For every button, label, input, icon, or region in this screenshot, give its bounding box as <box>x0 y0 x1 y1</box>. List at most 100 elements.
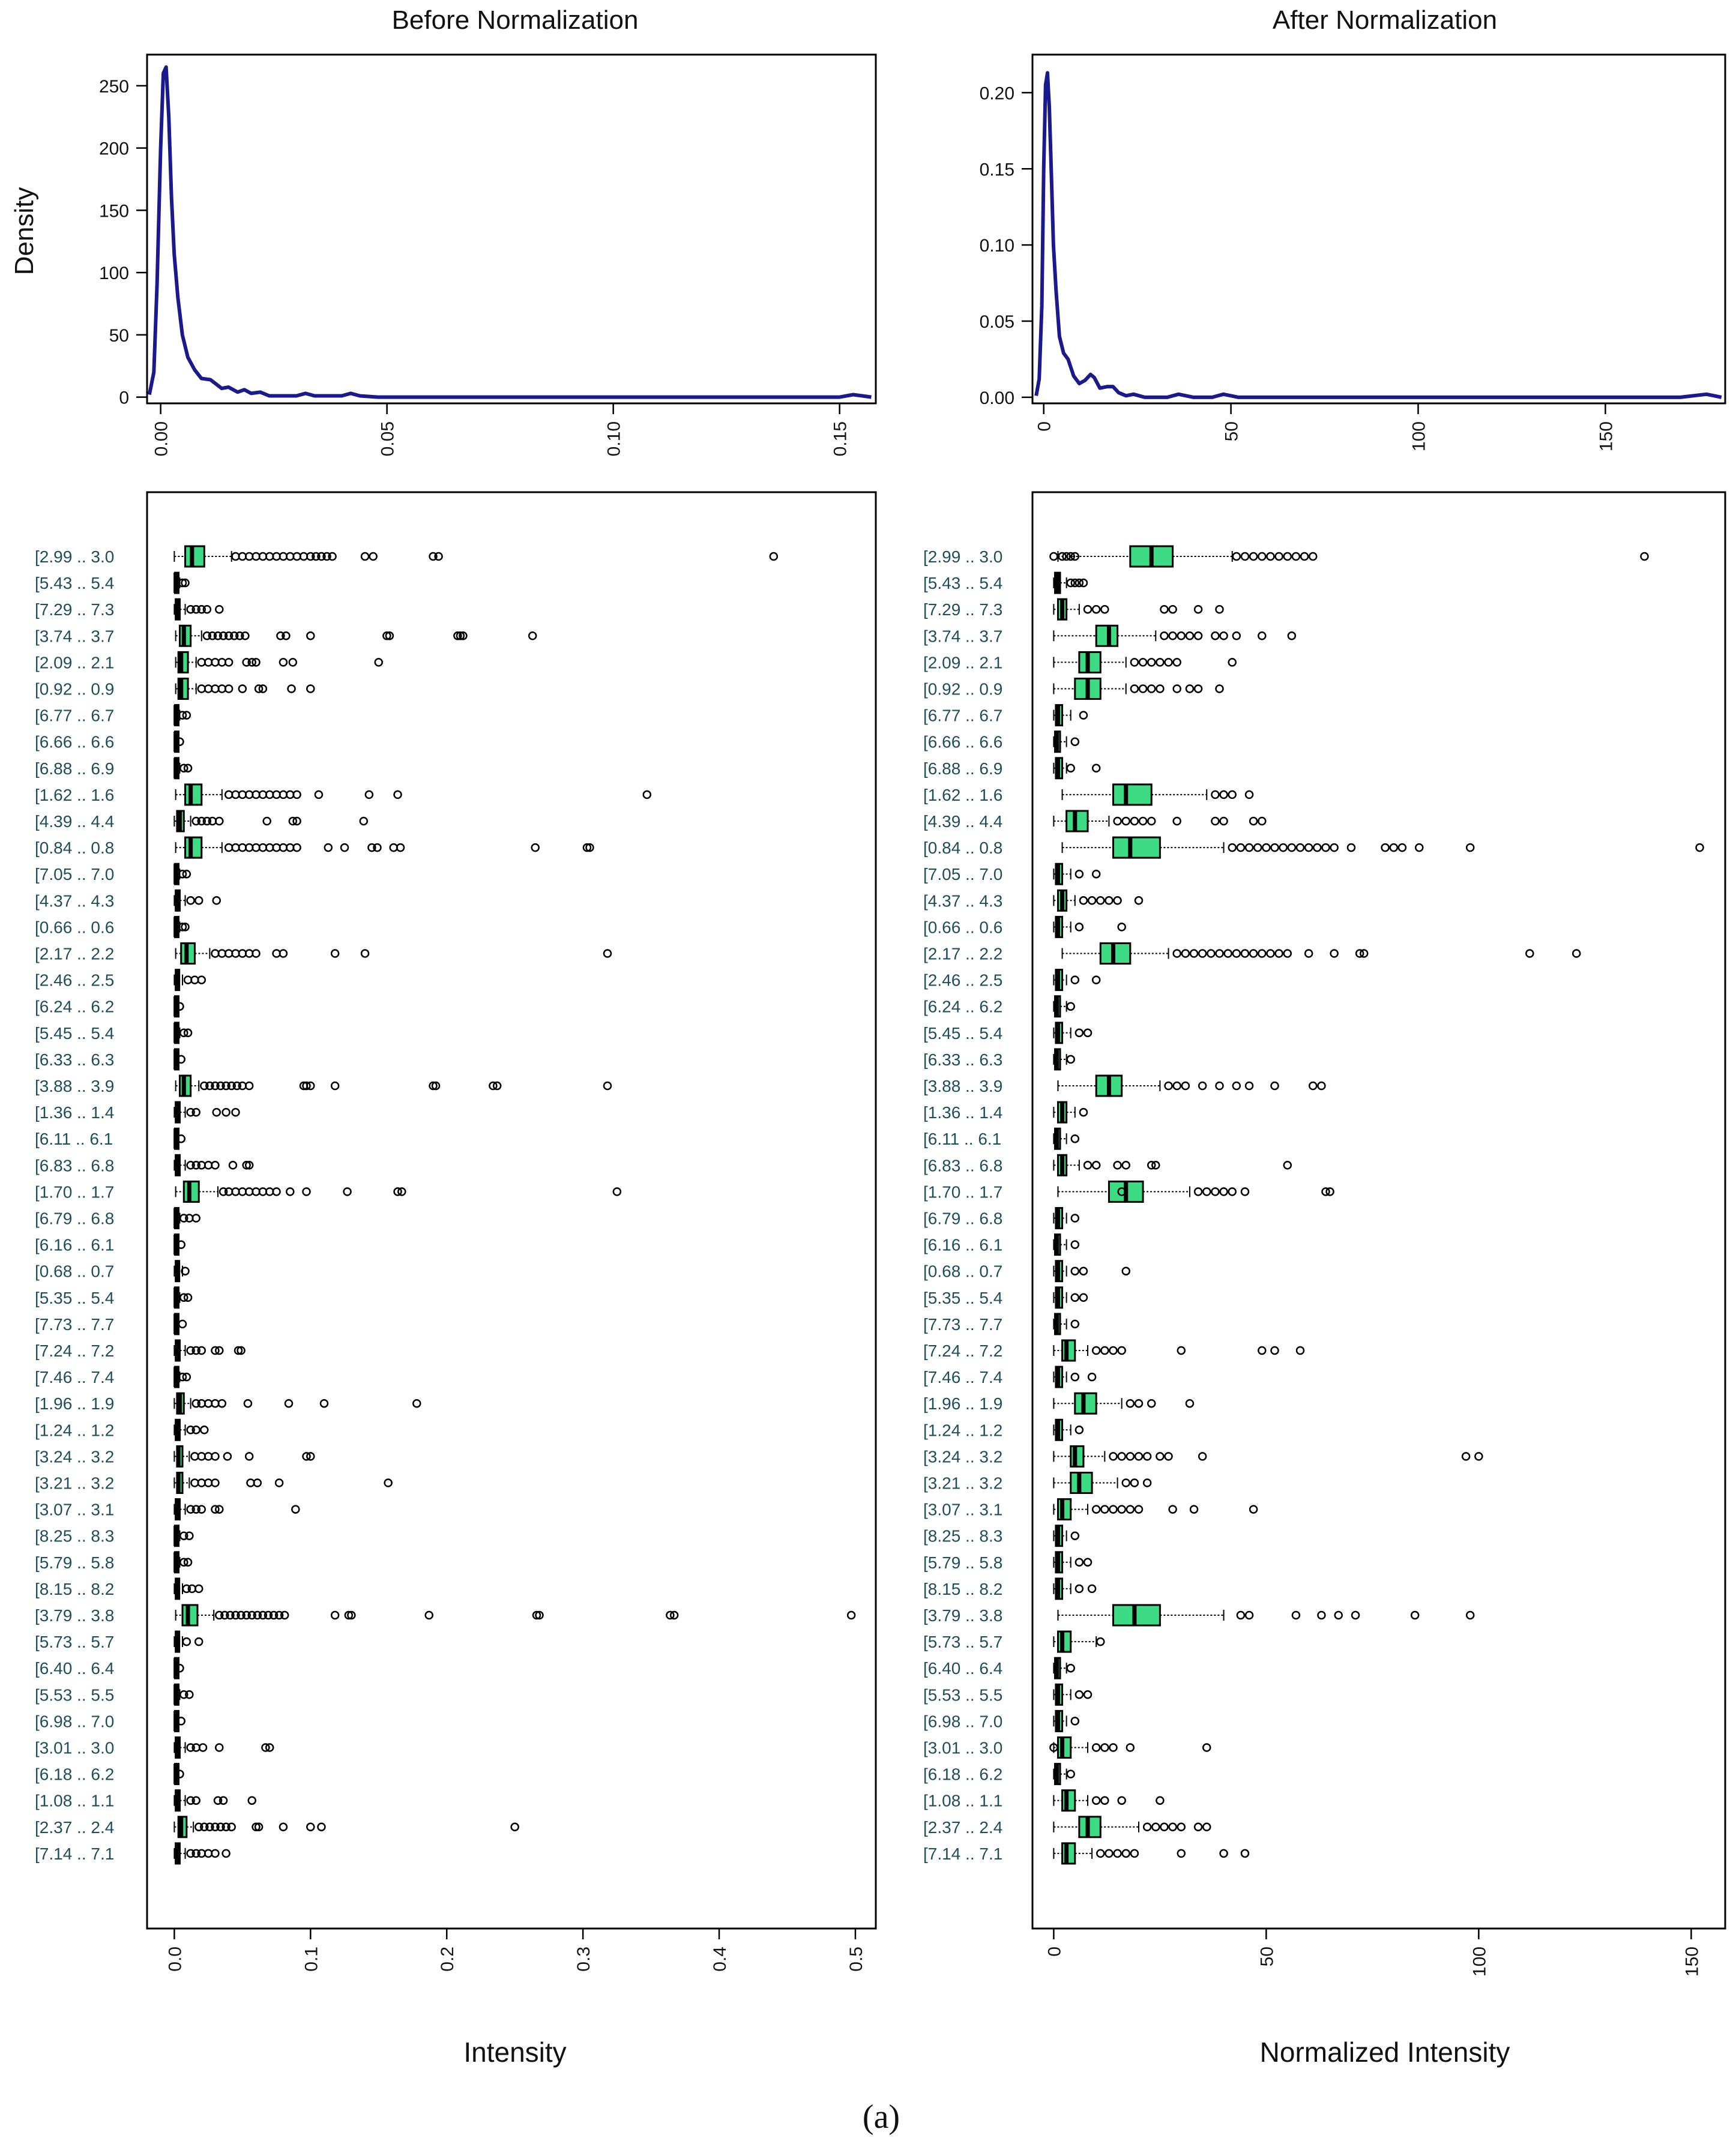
outlier-point <box>1091 975 1101 984</box>
box <box>1056 1736 1072 1759</box>
outlier-point <box>373 843 382 852</box>
outlier-point <box>179 1214 188 1223</box>
boxplot-after: 0 50 100 150 [2.99 .. 3.0 [5.43 .. 5.4 [7.29 .… <box>923 491 1726 1977</box>
outlier-point <box>1198 1452 1207 1461</box>
x-tick-label: 100 <box>1409 421 1429 451</box>
outlier-point <box>1695 843 1704 852</box>
outlier-point <box>1202 1822 1211 1832</box>
y-tick-label: 200 <box>99 139 129 159</box>
outlier-point <box>211 1346 220 1355</box>
outlier-point <box>1049 1743 1058 1752</box>
outlier-point <box>194 1822 203 1832</box>
outlier-point <box>1236 843 1246 852</box>
outlier-point <box>330 1081 340 1091</box>
outlier-point <box>1321 1187 1330 1196</box>
outlier-point <box>1244 1610 1254 1620</box>
outlier-point <box>215 1346 224 1355</box>
x-tick-label: 100 <box>1469 1947 1489 1977</box>
outlier-point <box>1219 816 1228 826</box>
outlier-point <box>272 1187 281 1196</box>
outlier-point <box>367 843 376 852</box>
outlier-point <box>202 604 212 614</box>
outlier-point <box>1219 1849 1228 1858</box>
category-label: [3.01 .. 3.0 <box>35 1739 114 1757</box>
outlier-point <box>1100 1346 1109 1355</box>
category-label: [3.01 .. 3.0 <box>923 1739 1002 1757</box>
outlier-point <box>1070 1240 1080 1249</box>
outlier-point <box>1126 1399 1135 1408</box>
category-label: [1.96 .. 1.9 <box>923 1394 1002 1413</box>
outlier-point <box>215 604 224 614</box>
outlier-point <box>343 1187 352 1196</box>
category-label: [1.62 .. 1.6 <box>923 786 1002 804</box>
box <box>184 783 203 806</box>
boxplot-before: 0.0 0.1 0.2 0.3 0.4 0.5 [2.99 .. 3.0 [5.43 .. 5… <box>35 491 877 1972</box>
outlier-point <box>211 1849 220 1858</box>
outlier-point <box>1079 896 1088 905</box>
outlier-point <box>1219 631 1228 640</box>
title-after: After Normalization <box>1273 5 1497 35</box>
y-tick-label: 0.10 <box>980 236 1014 256</box>
outlier-point <box>211 1505 220 1514</box>
box <box>1070 1445 1085 1468</box>
category-label: [2.99 .. 3.0 <box>923 547 1002 566</box>
outlier-point <box>1117 1505 1126 1514</box>
outlier-point <box>1172 816 1181 826</box>
outlier-point <box>175 1663 184 1673</box>
outlier-point <box>1258 816 1267 826</box>
y-tick-label: 250 <box>99 77 129 97</box>
outlier-point <box>220 1610 229 1620</box>
category-label: [6.77 .. 6.7 <box>35 706 114 725</box>
category-label: [6.79 .. 6.8 <box>923 1209 1002 1228</box>
outlier-point <box>1219 790 1228 799</box>
outlier-point <box>1105 896 1114 905</box>
outlier-point <box>393 1187 402 1196</box>
outlier-point <box>262 816 271 826</box>
outlier-point <box>1091 1161 1101 1170</box>
outlier-point <box>279 658 288 667</box>
category-label: [1.36 .. 1.4 <box>923 1103 1002 1122</box>
outlier-point <box>1249 949 1258 958</box>
outlier-point <box>1049 552 1058 561</box>
category-label: [1.62 .. 1.6 <box>35 786 114 804</box>
x-tick-label: 0 <box>1044 1947 1064 1957</box>
outlier-point <box>1168 604 1177 614</box>
outlier-point <box>1262 843 1271 852</box>
outlier-point <box>306 552 315 561</box>
outlier-point <box>179 763 188 773</box>
box <box>1065 810 1089 833</box>
outlier-point <box>252 658 261 667</box>
outlier-point <box>1083 1558 1093 1567</box>
category-label: [2.09 .. 2.1 <box>923 653 1002 672</box>
box <box>1074 1392 1097 1415</box>
x-tick-label: 0.0 <box>165 1947 185 1972</box>
outlier-point <box>280 1610 289 1620</box>
outlier-point <box>1164 658 1173 667</box>
outlier-point <box>1083 1690 1093 1699</box>
outlier-point <box>1168 1505 1177 1514</box>
outlier-point <box>1100 1505 1109 1514</box>
outlier-point <box>265 1743 274 1752</box>
outlier-point <box>1244 843 1254 852</box>
outlier-point <box>197 604 206 614</box>
y-tick-label: 100 <box>99 263 129 283</box>
category-label: [3.24 .. 3.2 <box>35 1447 114 1466</box>
category-label: [0.92 .. 0.9 <box>923 680 1002 699</box>
x-tick-label: 50 <box>1222 421 1242 441</box>
outlier-point <box>510 1822 519 1832</box>
outlier-point <box>431 1081 441 1091</box>
category-label: [2.37 .. 2.4 <box>35 1818 114 1837</box>
outlier-point <box>359 816 369 826</box>
outlier-point <box>252 1822 261 1832</box>
x-tick-label: 0.00 <box>152 421 172 456</box>
outlier-point <box>284 1399 294 1408</box>
outlier-point <box>1202 1743 1211 1752</box>
outlier-point <box>1334 1610 1343 1620</box>
outlier-point <box>1079 578 1088 588</box>
outlier-point <box>186 896 195 905</box>
outlier-point <box>1091 869 1101 879</box>
category-label: [3.88 .. 3.9 <box>923 1077 1002 1095</box>
y-tick-label: 0.15 <box>980 160 1014 179</box>
outlier-point <box>1172 1081 1181 1091</box>
outlier-point <box>237 1610 246 1620</box>
